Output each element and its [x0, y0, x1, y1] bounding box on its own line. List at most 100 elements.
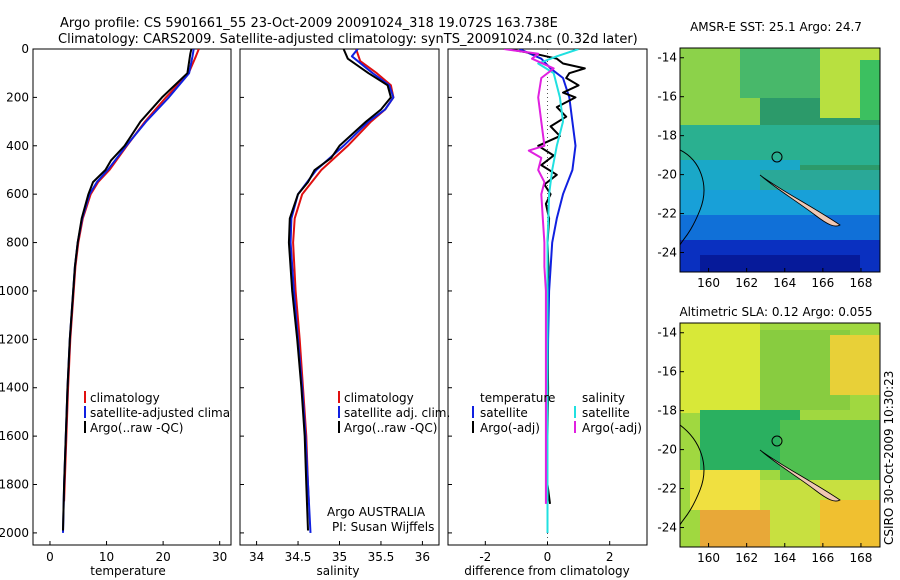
lat-tick-label: -18 — [657, 404, 677, 418]
depth-tick-label: 600 — [6, 187, 29, 201]
series-line-salinity-satellite — [537, 49, 579, 533]
legend-swatch-argo — [338, 421, 340, 433]
sst-map-axes: 160 162 164 166 168 -14 -16 -18 -20 -22 -24 — [657, 51, 872, 290]
sst-map-frame — [679, 47, 881, 273]
difference-legend: temperature satellite Argo(-adj) salinit… — [472, 391, 642, 435]
lat-tick-label: -18 — [657, 129, 677, 143]
lat-tick-label: -22 — [657, 482, 677, 496]
depth-tick-label: 200 — [6, 90, 29, 104]
x-tick-label: 35.5 — [368, 550, 395, 564]
header-line-1: Argo profile: CS 5901661_55 23-Oct-2009 … — [60, 16, 558, 31]
temperature-xlabel: temperature — [90, 564, 165, 578]
x-tick-label: 34 — [249, 550, 264, 564]
lon-tick-label: 168 — [849, 551, 872, 565]
lon-tick-label: 166 — [811, 276, 834, 290]
lon-tick-label: 164 — [773, 551, 796, 565]
salinity-series — [287, 49, 395, 533]
lat-tick-label: -20 — [657, 443, 677, 457]
lon-tick-label: 162 — [735, 276, 758, 290]
lat-tick-label: -24 — [657, 246, 677, 260]
legend-label-satellite: satellite-adjusted climatology — [90, 406, 268, 420]
depth-tick-label: 0 — [21, 42, 29, 56]
lat-tick-label: -22 — [657, 207, 677, 221]
legend-label-climatology: climatology — [344, 391, 414, 405]
x-tick-label: 10 — [99, 550, 114, 564]
salinity-legend: climatology satellite adj. clim. Argo(..… — [338, 391, 450, 435]
sla-map-panel: Altimetric SLA: 0.12 Argo: 0.055 160 162 1… — [657, 305, 881, 565]
legend-label-sal-argo: Argo(-adj) — [582, 421, 642, 435]
salinity-x-axis: 34 34.5 35 35.5 36 — [249, 541, 430, 564]
legend-swatch-temp-argo — [472, 421, 474, 433]
legend-label-sal-satellite: satellite — [582, 406, 630, 420]
legend-swatch-temp-satellite — [472, 406, 474, 418]
sst-map-field — [680, 48, 880, 272]
legend-swatch-satellite — [84, 406, 86, 418]
pi-annotation: PI: Susan Wijffels — [332, 520, 434, 534]
difference-depth-ticks — [448, 48, 452, 534]
header-line-2: Climatology: CARS2009. Satellite-adjuste… — [58, 32, 638, 47]
legend-title-temperature: temperature — [480, 391, 555, 405]
salinity-axes-box — [239, 48, 440, 546]
x-tick-label: 0 — [544, 550, 552, 564]
depth-tick-label: 2000 — [0, 526, 29, 540]
temperature-panel: 0 200 400 600 800 1000 1200 1400 1600 1800 2000 0 1… — [0, 42, 268, 578]
lat-tick-label: -14 — [657, 51, 677, 65]
series-line-salinity-argo-adj — [503, 49, 555, 504]
lat-tick-label: -14 — [657, 326, 677, 340]
timestamp-stamp: CSIRO 30-Oct-2009 10:30:23 — [882, 371, 896, 545]
legend-swatch-climatology — [84, 391, 86, 403]
x-tick-label: 36 — [415, 550, 430, 564]
x-tick-label: 0 — [46, 550, 54, 564]
difference-panel: -2 0 2 temperature satellite Argo(-adj) sa… — [447, 48, 648, 578]
legend-swatch-sal-satellite — [574, 406, 576, 418]
depth-tick-label: 1400 — [0, 381, 29, 395]
temperature-axes-box — [32, 48, 232, 546]
argo-program-annotation: Argo AUSTRALIA — [327, 505, 426, 519]
difference-xlabel: difference from climatology — [464, 564, 630, 578]
sst-map-title: AMSR-E SST: 25.1 Argo: 24.7 — [690, 20, 862, 34]
lat-tick-label: -16 — [657, 90, 677, 104]
x-tick-label: 34.5 — [285, 550, 312, 564]
x-tick-label: 30 — [212, 550, 227, 564]
depth-tick-label: 1200 — [0, 332, 29, 346]
lat-tick-label: -20 — [657, 168, 677, 182]
temperature-x-axis: 0 10 20 30 — [46, 541, 227, 564]
depth-tick-label: 1600 — [0, 429, 29, 443]
salinity-depth-ticks — [240, 48, 244, 534]
lon-tick-label: 168 — [849, 276, 872, 290]
legend-swatch-climatology — [338, 391, 340, 403]
series-line-satellite-adjusted-climatology — [62, 49, 195, 533]
lat-tick-label: -16 — [657, 365, 677, 379]
depth-axis: 0 200 400 600 800 1000 1200 1400 1600 1800 2000 — [0, 42, 37, 540]
series-line-argo-raw-qc — [62, 49, 193, 531]
sla-map-title: Altimetric SLA: 0.12 Argo: 0.055 — [679, 305, 872, 319]
lat-tick-label: -24 — [657, 521, 677, 535]
sla-map-axes: 160 162 164 166 168 -14 -16 -18 -20 -22 -24 — [657, 326, 872, 565]
legend-swatch-satellite — [338, 406, 340, 418]
lon-tick-label: 160 — [697, 276, 720, 290]
lon-tick-label: 166 — [811, 551, 834, 565]
legend-label-temp-argo: Argo(-adj) — [480, 421, 540, 435]
x-tick-label: 20 — [155, 550, 170, 564]
x-tick-label: 35 — [332, 550, 347, 564]
x-tick-label: 2 — [606, 550, 614, 564]
legend-title-salinity: salinity — [582, 391, 625, 405]
depth-tick-label: 800 — [6, 236, 29, 250]
temperature-series — [62, 49, 200, 533]
lon-tick-label: 160 — [697, 551, 720, 565]
legend-label-argo: Argo(..raw -QC) — [90, 421, 183, 435]
depth-tick-label: 400 — [6, 139, 29, 153]
x-tick-label: -2 — [479, 550, 491, 564]
sla-map-field — [680, 323, 880, 547]
salinity-panel: 34 34.5 35 35.5 36 climatology satellite adj… — [239, 48, 450, 578]
sla-map-frame — [679, 322, 881, 548]
legend-label-temp-satellite: satellite — [480, 406, 528, 420]
temperature-legend: climatology satellite-adjusted climatolo… — [84, 391, 268, 435]
legend-label-climatology: climatology — [90, 391, 160, 405]
lon-tick-label: 162 — [735, 551, 758, 565]
legend-label-satellite: satellite adj. clim. — [344, 406, 450, 420]
depth-tick-label: 1000 — [0, 284, 29, 298]
sst-map-panel: AMSR-E SST: 25.1 Argo: 24.7 160 162 164 166… — [657, 20, 881, 290]
legend-label-argo: Argo(..raw -QC) — [344, 421, 437, 435]
